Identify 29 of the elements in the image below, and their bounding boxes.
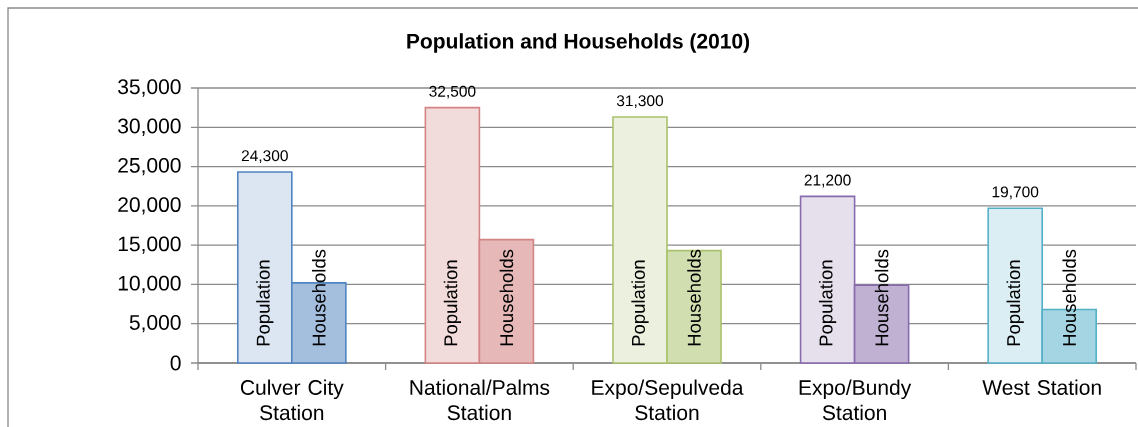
y-tick-label: 20,000	[118, 197, 181, 215]
text: Households	[874, 249, 889, 346]
text: Population	[818, 260, 837, 346]
y-tick-label: 35,000	[118, 79, 181, 97]
y-tick-label: 15,000	[118, 236, 181, 254]
data-label: 21,200	[804, 174, 851, 188]
text: Households	[499, 249, 514, 346]
y-tick-label: 0	[170, 355, 181, 371]
y-tick-label: 10,000	[118, 275, 181, 294]
x-tick-label: Expo/Sepulveda Station	[592, 379, 744, 421]
data-label: 24,300	[241, 150, 288, 164]
text: Population	[631, 260, 649, 346]
series-label: Households	[687, 249, 701, 346]
series-label: Population	[256, 260, 274, 346]
text: Population	[1006, 260, 1024, 346]
x-tick-label: West Station	[982, 379, 1101, 395]
y-tick-label: 30,000	[118, 118, 181, 136]
data-label: 32,500	[429, 85, 476, 99]
y-tick-label: 5,000	[129, 315, 181, 333]
data-label: 31,300	[616, 95, 664, 109]
chart-title: Population and Households (2010)	[407, 33, 750, 53]
x-tick-label: Expo/Bundy Station	[799, 379, 912, 421]
data-label: 19,700	[992, 186, 1039, 200]
y-tick-label: 25,000	[118, 157, 181, 176]
text: Households	[312, 249, 326, 346]
text: Population	[443, 260, 462, 346]
x-tick-label: Culver City Station	[240, 379, 344, 421]
x-tick-label: National/Palms Station	[410, 379, 550, 421]
text: Households	[1062, 249, 1077, 346]
